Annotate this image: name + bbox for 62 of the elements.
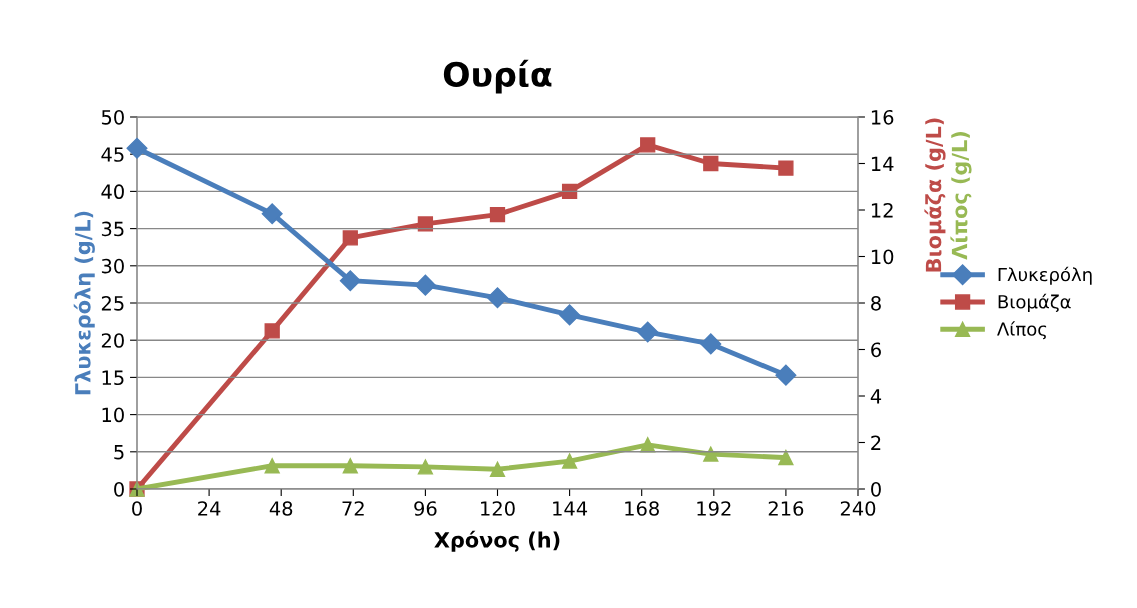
point bbox=[703, 446, 719, 462]
x-tick-label: 144 bbox=[553, 501, 588, 516]
y-tick-label: 0 bbox=[114, 481, 124, 497]
y-tick-label: 40 bbox=[101, 184, 124, 200]
y-tick-label: 45 bbox=[101, 147, 124, 162]
point bbox=[486, 287, 509, 309]
y-tick-label: 35 bbox=[101, 221, 124, 237]
point bbox=[342, 230, 358, 246]
y2-tick-label: 10 bbox=[871, 249, 894, 265]
point bbox=[264, 458, 280, 474]
x-tick-label: 24 bbox=[198, 501, 221, 516]
x-tick-label: 168 bbox=[625, 501, 659, 516]
point bbox=[261, 203, 283, 225]
point bbox=[126, 137, 148, 159]
point bbox=[561, 183, 578, 200]
x-tick-label: 0 bbox=[132, 501, 142, 516]
point bbox=[637, 321, 659, 343]
x-axis-title: Χρόνος (h) bbox=[434, 530, 560, 552]
y2-tick-label: 12 bbox=[871, 202, 893, 218]
y-tick-label: 5 bbox=[114, 445, 124, 460]
y2-tick-label: 2 bbox=[871, 435, 881, 450]
point bbox=[417, 216, 434, 232]
y-tick-label: 10 bbox=[102, 407, 124, 423]
x-tick-label: 120 bbox=[481, 501, 515, 516]
legend-label: Λίπος bbox=[997, 321, 1047, 340]
point bbox=[559, 304, 581, 326]
point bbox=[778, 160, 794, 176]
point bbox=[775, 364, 797, 386]
point bbox=[342, 458, 358, 474]
point bbox=[700, 333, 722, 355]
x-tick-label: 96 bbox=[414, 501, 437, 516]
y2-axis-title: Βιομάζα (g/L) Λίπος (g/L) bbox=[924, 118, 972, 272]
y-tick-label: 50 bbox=[101, 109, 124, 125]
legend-label: Γλυκερόλη bbox=[998, 266, 1092, 285]
x-tick-label: 72 bbox=[342, 501, 364, 516]
point bbox=[489, 461, 506, 477]
y-axis-title: Γλυκερόλη (g/L) bbox=[73, 211, 95, 395]
point bbox=[778, 449, 794, 466]
point bbox=[640, 137, 656, 153]
x-tick-label: 48 bbox=[269, 501, 293, 516]
legend-label: Βιομάζα bbox=[998, 293, 1071, 313]
y2-tick-label: 14 bbox=[871, 156, 894, 171]
x-tick-label: 192 bbox=[697, 501, 731, 516]
x-tick-label: 216 bbox=[768, 501, 804, 516]
y2-tick-label: 0 bbox=[871, 481, 881, 497]
y2-tick-label: 6 bbox=[871, 342, 881, 358]
point bbox=[561, 453, 578, 469]
point bbox=[414, 274, 436, 296]
x-tick-label: 240 bbox=[840, 501, 876, 516]
point bbox=[339, 270, 361, 292]
chart-title: Ουρία bbox=[443, 59, 552, 94]
point bbox=[489, 207, 506, 223]
y-tick-label: 30 bbox=[101, 258, 124, 274]
point bbox=[703, 155, 719, 172]
point bbox=[264, 323, 280, 339]
point bbox=[417, 459, 434, 475]
y-tick-label: 15 bbox=[102, 370, 124, 386]
y-tick-label: 20 bbox=[101, 333, 124, 348]
y2-tick-label: 16 bbox=[871, 109, 894, 125]
y-tick-label: 25 bbox=[101, 295, 124, 311]
y2-tick-label: 4 bbox=[870, 389, 882, 404]
y2-tick-label: 8 bbox=[871, 295, 881, 311]
